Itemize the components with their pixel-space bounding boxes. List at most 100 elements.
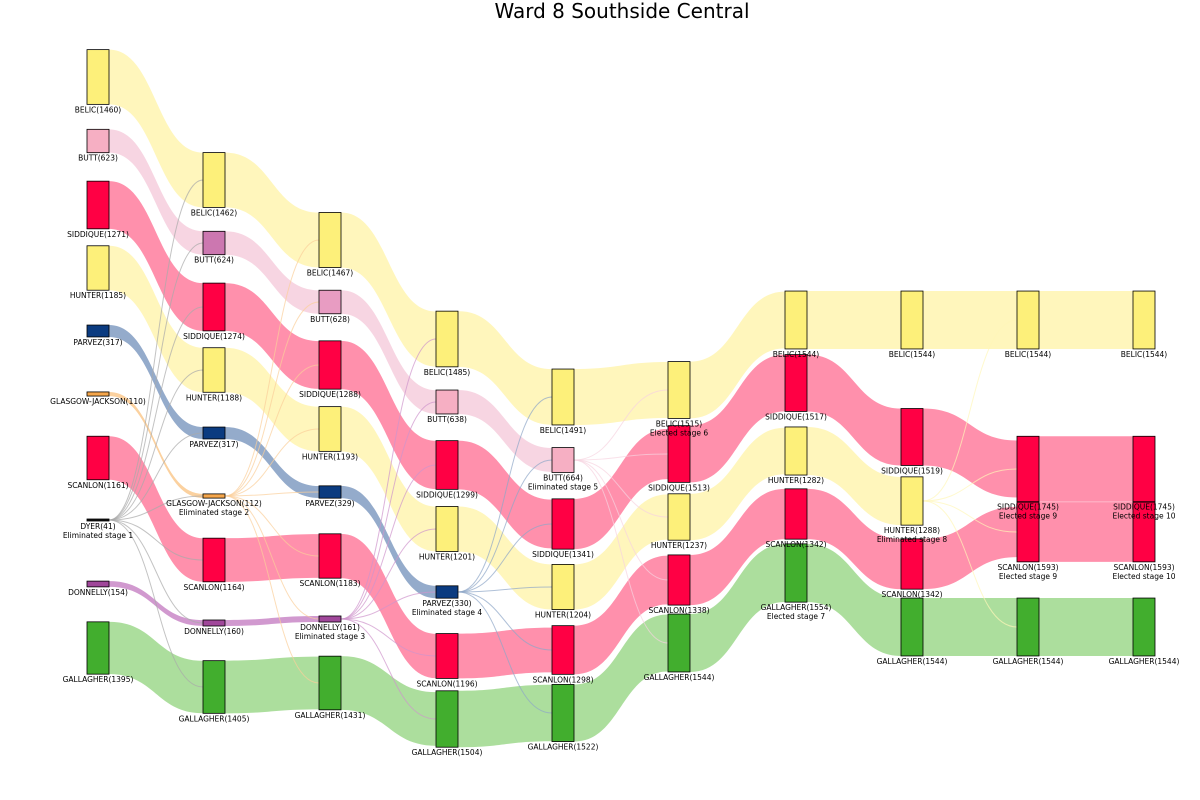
node-label-scanlon-stage-8: SCANLON(1342) (881, 590, 942, 599)
flow-scanlon-stage-7 (807, 488, 901, 590)
node-label-gallagher-stage-5: GALLAGHER(1522) (528, 743, 599, 752)
transfer-dyer-to-hunter (108, 369, 204, 521)
node-note-butt-stage-5: Eliminated stage 5 (528, 482, 599, 491)
node-scanlon-stage-3 (318, 533, 342, 579)
node-scanlon-stage-5 (551, 625, 575, 675)
transfer-glasgow-jackson-to-hunter (224, 428, 320, 497)
flow-scanlon-stage-9 (1039, 502, 1133, 562)
transfer-hunter-to-belic (922, 319, 1018, 502)
transfer-butt-to-belic (573, 389, 669, 461)
node-label-belic-stage-7: BELIC(1544) (773, 350, 820, 359)
node-note-parvez-stage-4: Eliminated stage 4 (412, 608, 483, 617)
node-label-gallagher-stage-8: GALLAGHER(1544) (877, 657, 948, 666)
flow-gallagher-stage-1 (109, 621, 203, 714)
node-label-belic-stage-10: BELIC(1544) (1121, 350, 1168, 359)
node-siddique-stage-4 (435, 440, 459, 490)
node-siddique-stage-2 (202, 282, 226, 332)
transfer-donnelly-to-gallagher (340, 618, 437, 720)
node-siddique-stage-3 (318, 340, 342, 390)
flow-hunter-stage-7 (807, 426, 901, 526)
transfer-donnelly-to-scanlon (340, 618, 437, 657)
node-gallagher-stage-2 (202, 660, 226, 714)
nodes-layer (86, 49, 1156, 748)
node-label-hunter-stage-6: HUNTER(1237) (651, 541, 707, 550)
flow-gallagher-stage-6 (690, 544, 785, 672)
node-scanlon-stage-10 (1132, 501, 1156, 563)
node-label-belic-stage-2: BELIC(1462) (191, 208, 238, 217)
flow-belic-stage-1 (109, 49, 203, 208)
node-label-glasgow-jackson-stage-2: GLASGOW-JACKSON(112) (166, 499, 262, 508)
node-parvez-stage-4 (435, 585, 459, 599)
node-note-belic-stage-6: Elected stage 6 (650, 428, 708, 437)
node-label-hunter-stage-1: HUNTER(1185) (70, 291, 126, 300)
node-label-parvez-stage-2: PARVEZ(317) (189, 440, 238, 449)
flow-butt-stage-3 (341, 290, 436, 414)
transfer-butt-to-siddique (573, 453, 669, 461)
node-label-parvez-stage-1: PARVEZ(317) (73, 338, 122, 347)
flow-gallagher-stage-7 (807, 544, 901, 656)
flow-belic-stage-9 (1039, 291, 1133, 349)
node-label-donnelly-stage-1: DONNELLY(154) (68, 588, 128, 597)
flow-siddique-stage-7 (807, 354, 901, 466)
transfer-glasgow-jackson-to-siddique (224, 364, 320, 497)
transfer-donnelly-to-siddique (340, 464, 437, 620)
node-label-donnelly-stage-3: DONNELLY(161) (300, 623, 360, 632)
node-hunter-stage-5 (551, 564, 575, 610)
node-label-belic-stage-5: BELIC(1491) (540, 426, 587, 435)
transfer-glasgow-jackson-to-donnelly (224, 495, 320, 620)
node-gallagher-stage-6 (667, 613, 691, 673)
transfer-parvez-to-butt (457, 459, 553, 593)
node-butt-stage-3 (318, 289, 342, 315)
node-label-parvez-stage-3: PARVEZ(329) (305, 499, 354, 508)
node-scanlon-stage-4 (435, 633, 459, 679)
node-belic-stage-10 (1132, 290, 1156, 350)
labels-layer: BELIC(1460) BUTT(623) SIDDIQUE(1271) HUNTER… (50, 105, 1179, 757)
node-note-glasgow-jackson-stage-2: Eliminated stage 2 (179, 508, 250, 517)
node-label-scanlon-stage-4: SCANLON(1196) (416, 679, 477, 688)
node-label-siddique-stage-3: SIDDIQUE(1288) (299, 390, 361, 399)
node-label-butt-stage-1: BUTT(623) (78, 154, 118, 163)
node-note-gallagher-stage-7: Elected stage 7 (767, 612, 825, 621)
flow-siddique-stage-9 (1039, 436, 1133, 502)
flow-belic-stage-7 (807, 291, 901, 349)
node-belic-stage-1 (86, 49, 110, 105)
node-label-siddique-stage-9: SIDDIQUE(1745) (997, 503, 1059, 512)
node-hunter-stage-8 (900, 476, 924, 526)
transfer-glasgow-jackson-to-parvez (224, 491, 320, 497)
node-label-siddique-stage-4: SIDDIQUE(1299) (416, 490, 478, 499)
node-scanlon-stage-9 (1016, 501, 1040, 563)
node-belic-stage-9 (1016, 290, 1040, 350)
flows-layer (108, 49, 1133, 748)
node-label-hunter-stage-4: HUNTER(1201) (419, 553, 475, 562)
node-label-scanlon-stage-10: SCANLON(1593) (1113, 563, 1174, 572)
node-belic-stage-8 (900, 290, 924, 350)
node-gallagher-stage-9 (1016, 597, 1040, 657)
node-donnelly-stage-2 (202, 619, 226, 627)
transfer-donnelly-to-butt (340, 401, 437, 620)
node-label-scanlon-stage-3: SCANLON(1183) (299, 579, 360, 588)
node-hunter-stage-3 (318, 406, 342, 452)
node-label-scanlon-stage-2: SCANLON(1164) (183, 583, 244, 592)
node-parvez-stage-3 (318, 485, 342, 499)
flow-belic-stage-3 (341, 212, 436, 367)
node-label-belic-stage-9: BELIC(1544) (1005, 350, 1052, 359)
node-gallagher-stage-10 (1132, 597, 1156, 657)
node-label-butt-stage-4: BUTT(638) (427, 415, 467, 424)
node-label-glasgow-jackson-stage-1: GLASGOW-JACKSON(110) (50, 397, 146, 406)
flow-belic-stage-5 (574, 362, 668, 425)
flow-belic-stage-4 (458, 311, 552, 425)
chart-title: Ward 8 Southside Central (494, 0, 749, 23)
node-siddique-stage-7 (784, 354, 808, 412)
node-siddique-stage-9 (1016, 435, 1040, 503)
node-label-gallagher-stage-6: GALLAGHER(1544) (644, 673, 715, 682)
flow-hunter-stage-1 (109, 245, 203, 393)
node-label-gallagher-stage-2: GALLAGHER(1405) (179, 714, 250, 723)
node-label-gallagher-stage-3: GALLAGHER(1431) (295, 711, 366, 720)
node-label-siddique-stage-10: SIDDIQUE(1745) (1113, 503, 1175, 512)
transfer-dyer-to-parvez (108, 432, 204, 521)
flow-hunter-stage-6 (690, 427, 785, 541)
node-label-scanlon-stage-6: SCANLON(1338) (648, 606, 709, 615)
node-label-hunter-stage-5: HUNTER(1204) (535, 611, 591, 620)
node-hunter-stage-1 (86, 245, 110, 291)
flow-scanlon-stage-1 (109, 436, 203, 582)
